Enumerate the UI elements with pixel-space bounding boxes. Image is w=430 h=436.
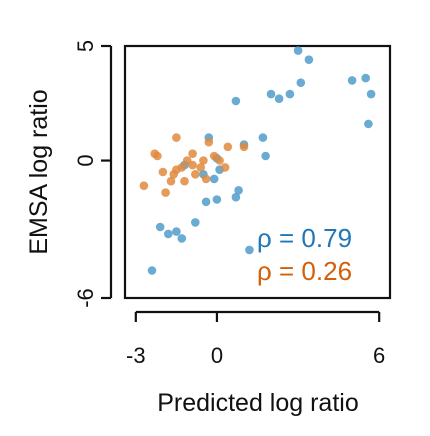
point-blue-18 [258, 133, 268, 142]
point-orange-15 [199, 156, 208, 165]
axes: -3 0 6 -6 0 5 [73, 40, 385, 368]
data-points [139, 46, 376, 275]
point-blue-26 [304, 55, 314, 64]
point-orange-5 [166, 176, 176, 186]
point-blue-4 [177, 234, 187, 243]
point-orange-23 [188, 160, 197, 170]
point-orange-0 [139, 181, 149, 190]
point-orange-3 [158, 167, 168, 177]
point-blue-28 [361, 73, 371, 83]
point-blue-15 [234, 186, 243, 195]
point-orange-13 [191, 170, 200, 179]
spearman-blue-label: ρ = 0.79 [257, 223, 352, 253]
point-orange-10 [180, 176, 189, 186]
point-orange-21 [223, 142, 233, 152]
point-blue-19 [261, 151, 270, 161]
point-blue-22 [274, 94, 284, 103]
point-orange-22 [239, 142, 249, 152]
point-orange-4 [161, 188, 170, 197]
point-orange-14 [196, 163, 205, 172]
point-blue-0 [147, 266, 157, 275]
spearman-orange-label: ρ = 0.26 [257, 256, 352, 286]
point-blue-20 [231, 96, 241, 106]
x-axis-title: Predicted log ratio [157, 389, 359, 417]
point-blue-21 [266, 89, 276, 99]
point-orange-2 [153, 151, 162, 161]
x-tick-label-0: -3 [126, 343, 146, 368]
point-blue-6 [201, 197, 211, 207]
point-orange-16 [201, 174, 211, 184]
y-tick-label-0: -6 [73, 288, 98, 308]
point-blue-5 [191, 218, 200, 227]
point-blue-27 [347, 76, 357, 85]
point-orange-19 [215, 156, 224, 165]
x-tick-label-1: 0 [211, 343, 223, 368]
point-blue-24 [293, 46, 303, 55]
point-blue-7 [212, 195, 222, 204]
point-orange-12 [188, 149, 197, 158]
y-tick-label-1: 0 [73, 154, 98, 166]
plot-frame [123, 44, 392, 300]
y-axis-title: EMSA log ratio [25, 89, 53, 254]
y-tick-label-2: 5 [73, 40, 98, 52]
point-blue-2 [164, 229, 173, 239]
point-blue-25 [296, 78, 306, 87]
point-blue-17 [245, 245, 254, 255]
x-tick-label-2: 6 [373, 343, 385, 368]
point-blue-1 [155, 222, 165, 232]
point-blue-23 [285, 89, 295, 99]
point-orange-8 [172, 133, 181, 142]
point-orange-17 [204, 137, 214, 147]
point-blue-14 [231, 192, 241, 202]
point-blue-3 [172, 227, 181, 236]
point-orange-9 [177, 163, 187, 172]
point-orange-20 [220, 163, 230, 172]
point-blue-29 [366, 89, 376, 99]
point-blue-11 [209, 174, 219, 184]
point-blue-30 [364, 119, 373, 129]
